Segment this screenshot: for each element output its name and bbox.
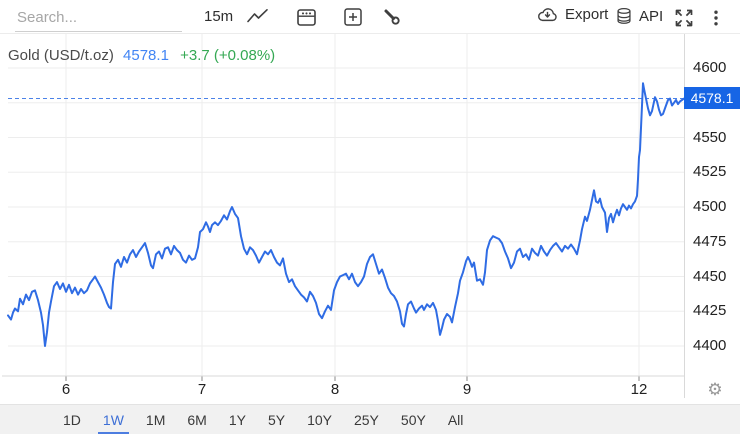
range-selector: 1D 1W 1M 6M 1Y 5Y 10Y 25Y 50Y All [0,404,740,434]
fullscreen-button[interactable] [674,8,694,28]
y-axis-label: 4500 [693,198,727,215]
y-axis-label: 4525 [693,163,727,181]
y-axis-label: 4550 [693,128,727,146]
kebab-menu-icon [714,10,718,26]
price-chart[interactable] [0,0,740,404]
range-button-10y[interactable]: 10Y [302,405,337,434]
range-button-1w[interactable]: 1W [97,405,129,434]
instrument-change: +3.7 (+0.08%) [180,47,276,64]
export-button[interactable]: Export [536,6,608,23]
zigzag-line-icon [247,8,268,23]
range-button-1m[interactable]: 1M [141,405,170,434]
y-axis-label: 4475 [693,232,727,250]
current-price-label: 4578.1 [684,87,740,110]
y-axis-label: 4600 [693,59,727,76]
x-axis-label: 9 [462,381,472,398]
range-button-all[interactable]: All [443,405,469,434]
plus-square-icon [344,8,362,26]
database-icon [617,7,631,24]
chart-settings-button[interactable]: ⚙ [707,380,723,399]
x-axis-label: 6 [61,381,71,398]
calendar-button[interactable] [296,7,317,27]
wrench-icon [384,9,400,25]
api-button[interactable]: API [615,6,663,26]
more-menu-button[interactable] [708,8,724,28]
search-input[interactable] [15,4,182,32]
range-button-25y[interactable]: 25Y [349,405,384,434]
y-axis-label: 4400 [693,337,727,354]
y-axis-label: 4425 [693,302,727,320]
api-label: API [639,7,664,25]
y-axis-label: 4450 [693,267,727,285]
chart-header: Gold (USD/t.oz) 4578.1 +3.7 (+0.08%) [8,47,275,64]
range-button-1y[interactable]: 1Y [224,405,251,434]
x-axis-label: 8 [330,381,340,398]
tools-button[interactable] [383,8,401,26]
add-indicator-button[interactable] [343,7,363,27]
x-axis-label: 7 [197,381,207,398]
toolbar: 15m [0,0,740,34]
export-label: Export [565,6,609,23]
range-button-5y[interactable]: 5Y [263,405,290,434]
expand-icon [675,9,693,27]
range-button-1d[interactable]: 1D [58,405,86,434]
calendar-icon [297,9,316,26]
price-line-series [7,82,685,347]
chart-type-button[interactable] [246,8,270,25]
range-button-6m[interactable]: 6M [182,405,211,434]
x-axis-label: 12 [630,381,648,398]
instrument-price: 4578.1 [123,47,169,64]
cloud-download-icon [538,8,557,22]
range-button-50y[interactable]: 50Y [396,405,431,434]
instrument-name: Gold (USD/t.oz) [8,47,114,64]
interval-button[interactable]: 15m [204,8,234,25]
